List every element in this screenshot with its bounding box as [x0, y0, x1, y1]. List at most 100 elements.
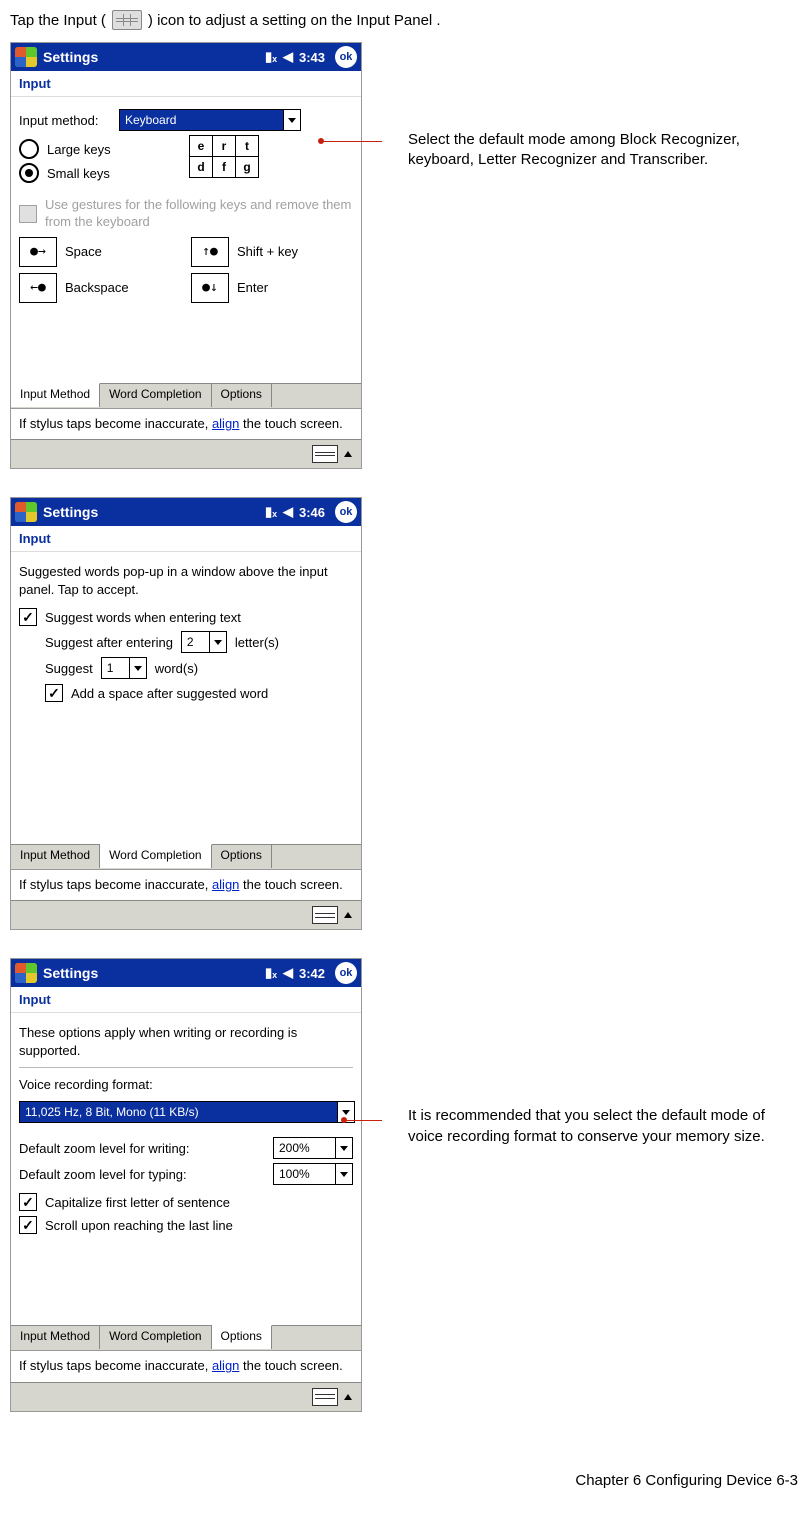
- status-bar: Settings ▮ₓ ◀ 3:46 ok: [11, 498, 361, 526]
- tab-options[interactable]: Options: [212, 844, 272, 868]
- tab-input-method[interactable]: Input Method: [11, 1325, 100, 1349]
- suggest-words-checkbox[interactable]: Suggest words when entering text: [19, 608, 353, 626]
- zoom-write-label: Default zoom level for writing:: [19, 1141, 190, 1156]
- chevron-down-icon: [129, 658, 146, 678]
- intro-text: Tap the Input ( ) icon to adjust a setti…: [10, 10, 802, 30]
- options-intro: These options apply when writing or reco…: [19, 1024, 353, 1059]
- words-pre: Suggest: [45, 661, 93, 676]
- gesture-checkbox-label: Use gestures for the following keys and …: [45, 197, 353, 231]
- radio-large-keys[interactable]: Large keys: [19, 139, 189, 159]
- page-subtitle: Input: [11, 526, 361, 552]
- voice-format-dropdown[interactable]: 11,025 Hz, 8 Bit, Mono (11 KB/s): [19, 1101, 355, 1123]
- chevron-down-icon: [209, 632, 226, 652]
- align-link[interactable]: align: [212, 877, 239, 892]
- start-icon[interactable]: [15, 47, 37, 67]
- signal-icon: ▮ₓ: [265, 504, 277, 520]
- clock: 3:42: [299, 966, 325, 981]
- soft-input-bar: [11, 900, 361, 929]
- page-footer: Chapter 6 Configuring Device 6-3: [10, 1472, 802, 1489]
- callout-line-2: [345, 1120, 382, 1121]
- page-subtitle: Input: [11, 987, 361, 1013]
- volume-icon[interactable]: ◀: [283, 965, 293, 981]
- keyboard-toggle-icon[interactable]: [312, 1388, 338, 1406]
- tab-bar: Input Method Word Completion Options: [11, 383, 361, 408]
- align-link[interactable]: align: [212, 416, 239, 431]
- radio-label: Small keys: [47, 166, 110, 181]
- app-title: Settings: [43, 504, 265, 520]
- status-indicators: ▮ₓ ◀ 3:43 ok: [265, 46, 357, 68]
- words-post: word(s): [155, 661, 198, 676]
- scroll-checkbox[interactable]: Scroll upon reaching the last line: [19, 1216, 353, 1234]
- checkbox-icon: [19, 1193, 37, 1211]
- zoom-type-label: Default zoom level for typing:: [19, 1167, 187, 1182]
- radio-icon: [19, 139, 39, 159]
- intro-post: ) icon to adjust a setting on the Input …: [148, 12, 441, 29]
- volume-icon[interactable]: ◀: [283, 49, 293, 65]
- app-title: Settings: [43, 965, 265, 981]
- tab-input-method[interactable]: Input Method: [11, 844, 100, 868]
- gesture-space-icon: ●→: [19, 237, 57, 267]
- chevron-down-icon: [283, 110, 300, 130]
- signal-icon: ▮ₓ: [265, 49, 277, 65]
- capitalize-checkbox[interactable]: Capitalize first letter of sentence: [19, 1193, 353, 1211]
- hint-text: If stylus taps become inaccurate, align …: [11, 869, 361, 900]
- ok-button[interactable]: ok: [335, 962, 357, 984]
- gesture-grid: ●→ Space ↑● Shift + key ←● Backspace ●↓ …: [19, 237, 353, 303]
- checkbox-icon: [19, 608, 37, 626]
- zoom-write-dropdown[interactable]: 200%: [273, 1137, 353, 1159]
- page-subtitle: Input: [11, 71, 361, 97]
- add-space-checkbox[interactable]: Add a space after suggested word: [45, 684, 353, 702]
- gesture-shift: ↑● Shift + key: [191, 237, 353, 267]
- align-link[interactable]: align: [212, 1358, 239, 1373]
- clock: 3:46: [299, 505, 325, 520]
- chevron-up-icon[interactable]: [343, 449, 353, 459]
- ok-button[interactable]: ok: [335, 501, 357, 523]
- hint-text: If stylus taps become inaccurate, align …: [11, 408, 361, 439]
- keyboard-toggle-icon[interactable]: [312, 906, 338, 924]
- words-dropdown[interactable]: 1: [101, 657, 147, 679]
- tab-options[interactable]: Options: [212, 383, 272, 407]
- word-completion-panel: Suggested words pop-up in a window above…: [11, 552, 361, 844]
- input-method-label: Input method:: [19, 113, 119, 128]
- callout-1: Select the default mode among Block Reco…: [362, 130, 768, 171]
- gesture-backspace: ←● Backspace: [19, 273, 181, 303]
- letters-pre: Suggest after entering: [45, 635, 173, 650]
- clock: 3:43: [299, 50, 325, 65]
- ok-button[interactable]: ok: [335, 46, 357, 68]
- input-method-panel: Input method: Keyboard Large keys Small …: [11, 97, 361, 383]
- zoom-type-dropdown[interactable]: 100%: [273, 1163, 353, 1185]
- tab-options[interactable]: Options: [212, 1325, 272, 1349]
- chevron-up-icon[interactable]: [343, 910, 353, 920]
- tab-word-completion[interactable]: Word Completion: [100, 844, 211, 868]
- tab-word-completion[interactable]: Word Completion: [100, 1325, 211, 1349]
- status-bar: Settings ▮ₓ ◀ 3:42 ok: [11, 959, 361, 987]
- start-icon[interactable]: [15, 502, 37, 522]
- status-indicators: ▮ₓ ◀ 3:46 ok: [265, 501, 357, 523]
- gesture-shift-icon: ↑●: [191, 237, 229, 267]
- radio-small-keys[interactable]: Small keys: [19, 163, 189, 183]
- screenshot-row-3: Settings ▮ₓ ◀ 3:42 ok Input These option…: [10, 958, 802, 1411]
- screenshot-row-1: Settings ▮ₓ ◀ 3:43 ok Input Input method…: [10, 42, 802, 469]
- hint-text: If stylus taps become inaccurate, align …: [11, 1350, 361, 1381]
- chevron-down-icon: [335, 1138, 352, 1158]
- intro-pre: Tap the Input (: [10, 12, 106, 29]
- chevron-up-icon[interactable]: [343, 1392, 353, 1402]
- tab-input-method[interactable]: Input Method: [11, 383, 100, 407]
- keyboard-toggle-icon[interactable]: [312, 445, 338, 463]
- screenshot-row-2: Settings ▮ₓ ◀ 3:46 ok Input Suggested wo…: [10, 497, 802, 930]
- options-panel: These options apply when writing or reco…: [11, 1013, 361, 1325]
- chevron-down-icon: [335, 1164, 352, 1184]
- checkbox-icon: [19, 1216, 37, 1234]
- volume-icon[interactable]: ◀: [283, 504, 293, 520]
- checkbox-icon: [45, 684, 63, 702]
- key-sample: e r t d f g: [189, 135, 259, 187]
- tab-bar: Input Method Word Completion Options: [11, 1325, 361, 1350]
- tab-word-completion[interactable]: Word Completion: [100, 383, 211, 407]
- app-title: Settings: [43, 49, 265, 65]
- pda-device-2: Settings ▮ₓ ◀ 3:46 ok Input Suggested wo…: [10, 497, 362, 930]
- gesture-backspace-icon: ←●: [19, 273, 57, 303]
- soft-input-bar: [11, 1382, 361, 1411]
- letters-dropdown[interactable]: 2: [181, 631, 227, 653]
- start-icon[interactable]: [15, 963, 37, 983]
- input-method-dropdown[interactable]: Keyboard: [119, 109, 301, 131]
